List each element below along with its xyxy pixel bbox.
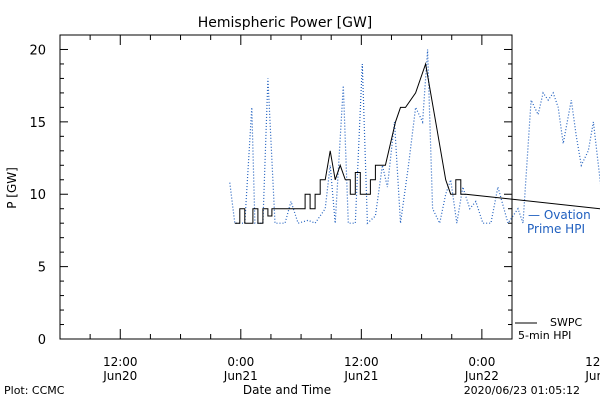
x-tick-date-label: Jun21	[343, 369, 378, 383]
y-axis-ticks: 0 5 10 15 20	[29, 34, 512, 348]
y-tick-label: 15	[29, 116, 46, 131]
legend-ovation-line2: Prime HPI	[527, 222, 585, 236]
x-axis-label: Date and Time	[243, 383, 331, 397]
plot-credit: Plot: CCMC	[4, 384, 65, 397]
x-tick-date-label: Jun22	[584, 369, 600, 383]
y-axis-label: P [GW]	[5, 167, 19, 209]
legend-swpc-line2: 5-min HPI	[518, 329, 571, 342]
x-tick-time-label: 0:00	[468, 355, 495, 369]
x-tick-time-label: 0:00	[227, 355, 254, 369]
y-tick-label: 5	[38, 261, 46, 276]
legend-swpc-line1: SWPC	[550, 316, 582, 329]
y-tick-label: 0	[38, 333, 46, 348]
y-tick-label: 20	[29, 43, 46, 58]
x-tick-time-label: 12:00	[344, 355, 379, 369]
x-tick-time-label: 12:00	[585, 355, 600, 369]
series-swpc-line	[234, 62, 600, 224]
x-axis-ticks: 12:00Jun200:00Jun2112:00Jun210:00Jun2212…	[59, 35, 600, 383]
series-ovation-prime-line	[229, 49, 600, 226]
x-tick-date-label: Jun22	[464, 369, 499, 383]
x-tick-date-label: Jun20	[102, 369, 137, 383]
x-tick-date-label: Jun21	[223, 369, 258, 383]
chart-title: Hemispheric Power [GW]	[198, 15, 373, 31]
plot-timestamp: 2020/06/23 01:05:12	[464, 384, 580, 397]
legend-ovation-line1: — Ovation	[528, 208, 591, 222]
y-tick-label: 10	[29, 188, 46, 203]
series-layer	[229, 49, 600, 226]
x-tick-time-label: 12:00	[103, 355, 138, 369]
plot-frame	[59, 34, 513, 340]
